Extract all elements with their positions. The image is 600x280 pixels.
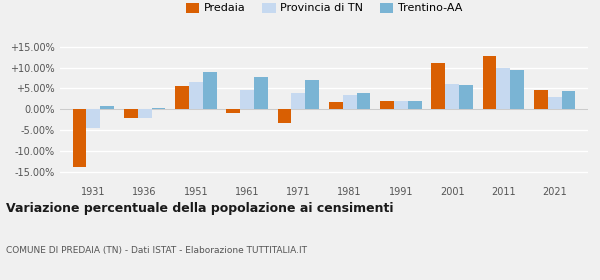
Legend: Predaia, Provincia di TN, Trentino-AA: Predaia, Provincia di TN, Trentino-AA: [182, 0, 466, 18]
Bar: [203, 72, 217, 109]
Bar: [511, 70, 524, 109]
Bar: [329, 102, 343, 109]
Bar: [86, 109, 100, 128]
Bar: [431, 63, 445, 109]
Bar: [278, 109, 292, 123]
Bar: [356, 94, 370, 109]
Bar: [496, 67, 511, 109]
Text: COMUNE DI PREDAIA (TN) - Dati ISTAT - Elaborazione TUTTITALIA.IT: COMUNE DI PREDAIA (TN) - Dati ISTAT - El…: [6, 246, 307, 255]
Bar: [240, 90, 254, 109]
Bar: [137, 109, 152, 118]
Bar: [100, 106, 114, 109]
Bar: [254, 77, 268, 109]
Text: Variazione percentuale della popolazione ai censimenti: Variazione percentuale della popolazione…: [6, 202, 394, 214]
Bar: [445, 84, 459, 109]
Bar: [380, 101, 394, 109]
Bar: [73, 109, 86, 167]
Bar: [343, 95, 356, 109]
Bar: [394, 101, 408, 109]
Bar: [226, 109, 240, 113]
Bar: [408, 101, 422, 109]
Bar: [562, 91, 575, 109]
Bar: [124, 109, 137, 118]
Bar: [305, 80, 319, 109]
Bar: [175, 86, 189, 109]
Bar: [482, 56, 496, 109]
Bar: [548, 97, 562, 109]
Bar: [534, 90, 548, 109]
Bar: [189, 82, 203, 109]
Bar: [292, 94, 305, 109]
Bar: [459, 85, 473, 109]
Bar: [152, 108, 166, 109]
